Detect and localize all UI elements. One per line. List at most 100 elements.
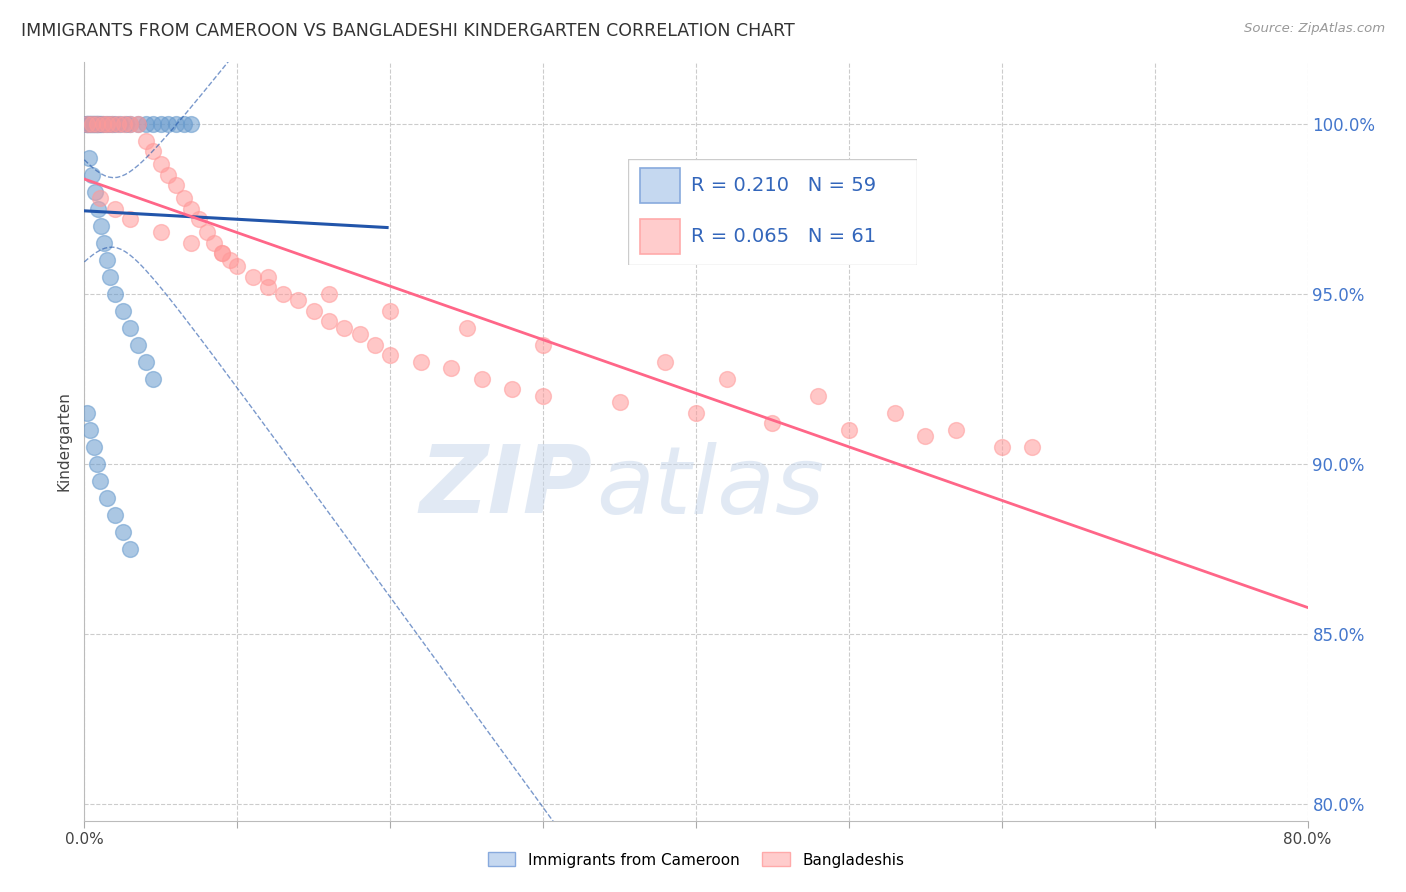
Point	[318, 286, 340, 301]
Point	[94, 117, 117, 131]
Point	[302, 303, 325, 318]
Point	[202, 235, 225, 250]
Point	[108, 117, 131, 131]
Point	[502, 382, 524, 396]
Point	[91, 117, 114, 131]
Point	[96, 117, 118, 131]
Point	[111, 524, 134, 539]
Point	[173, 191, 195, 205]
Point	[456, 320, 478, 334]
Point	[120, 117, 142, 131]
Point	[96, 252, 118, 267]
Point	[104, 286, 127, 301]
Point	[80, 168, 103, 182]
Point	[318, 314, 340, 328]
Point	[165, 117, 187, 131]
Point	[914, 429, 936, 443]
Point	[807, 389, 830, 403]
Point	[211, 245, 233, 260]
Point	[104, 508, 127, 522]
Point	[97, 117, 120, 131]
Point	[87, 202, 110, 216]
Point	[75, 117, 97, 131]
Point	[531, 337, 554, 351]
Text: Source: ZipAtlas.com: Source: ZipAtlas.com	[1244, 22, 1385, 36]
Point	[91, 117, 114, 131]
Point	[79, 423, 101, 437]
Point	[180, 117, 202, 131]
Point	[883, 406, 905, 420]
Point	[120, 117, 142, 131]
Point	[107, 117, 129, 131]
Point	[135, 117, 157, 131]
FancyBboxPatch shape	[628, 159, 917, 265]
Point	[89, 191, 111, 205]
Point	[86, 117, 108, 131]
Point	[82, 117, 104, 131]
Point	[112, 117, 135, 131]
Point	[685, 406, 707, 420]
Point	[83, 117, 105, 131]
Point	[149, 157, 172, 171]
Point	[96, 491, 118, 505]
Point	[157, 117, 180, 131]
Point	[149, 226, 172, 240]
Point	[89, 474, 111, 488]
Point	[86, 457, 108, 471]
Point	[111, 303, 134, 318]
Point	[531, 389, 554, 403]
Point	[86, 117, 108, 131]
Text: R = 0.065   N = 61: R = 0.065 N = 61	[692, 227, 876, 246]
Point	[80, 117, 103, 131]
Point	[716, 371, 738, 385]
Point	[135, 134, 157, 148]
Point	[86, 117, 108, 131]
Point	[761, 416, 783, 430]
Point	[364, 337, 387, 351]
Point	[76, 117, 98, 131]
Point	[180, 202, 202, 216]
Point	[271, 286, 294, 301]
Point	[90, 219, 112, 233]
Point	[89, 117, 111, 131]
Point	[77, 151, 100, 165]
Point	[211, 245, 233, 260]
Point	[333, 320, 356, 334]
Point	[226, 260, 249, 274]
Point	[84, 117, 107, 131]
Point	[188, 211, 211, 226]
Point	[135, 354, 157, 368]
Point	[991, 440, 1014, 454]
Legend: Immigrants from Cameroon, Bangladeshis: Immigrants from Cameroon, Bangladeshis	[482, 847, 910, 873]
Point	[142, 117, 165, 131]
Point	[149, 117, 172, 131]
Point	[84, 185, 107, 199]
Point	[80, 117, 103, 131]
Point	[287, 293, 309, 308]
Point	[142, 144, 165, 158]
Point	[76, 117, 98, 131]
Point	[471, 371, 494, 385]
Point	[173, 117, 195, 131]
Point	[180, 235, 202, 250]
Point	[120, 541, 142, 556]
Point	[77, 117, 100, 131]
Text: IMMIGRANTS FROM CAMEROON VS BANGLADESHI KINDERGARTEN CORRELATION CHART: IMMIGRANTS FROM CAMEROON VS BANGLADESHI …	[21, 22, 794, 40]
Point	[120, 320, 142, 334]
Point	[142, 371, 165, 385]
Y-axis label: Kindergarten: Kindergarten	[56, 392, 72, 491]
Point	[120, 211, 142, 226]
Point	[380, 303, 402, 318]
Point	[76, 406, 98, 420]
Point	[218, 252, 240, 267]
Text: ZIP: ZIP	[419, 441, 592, 533]
FancyBboxPatch shape	[640, 219, 681, 254]
Point	[127, 117, 149, 131]
Point	[83, 117, 105, 131]
Point	[104, 117, 127, 131]
Point	[101, 117, 124, 131]
Point	[84, 117, 107, 131]
Point	[76, 117, 98, 131]
Point	[98, 269, 121, 284]
Text: atlas: atlas	[596, 442, 824, 533]
